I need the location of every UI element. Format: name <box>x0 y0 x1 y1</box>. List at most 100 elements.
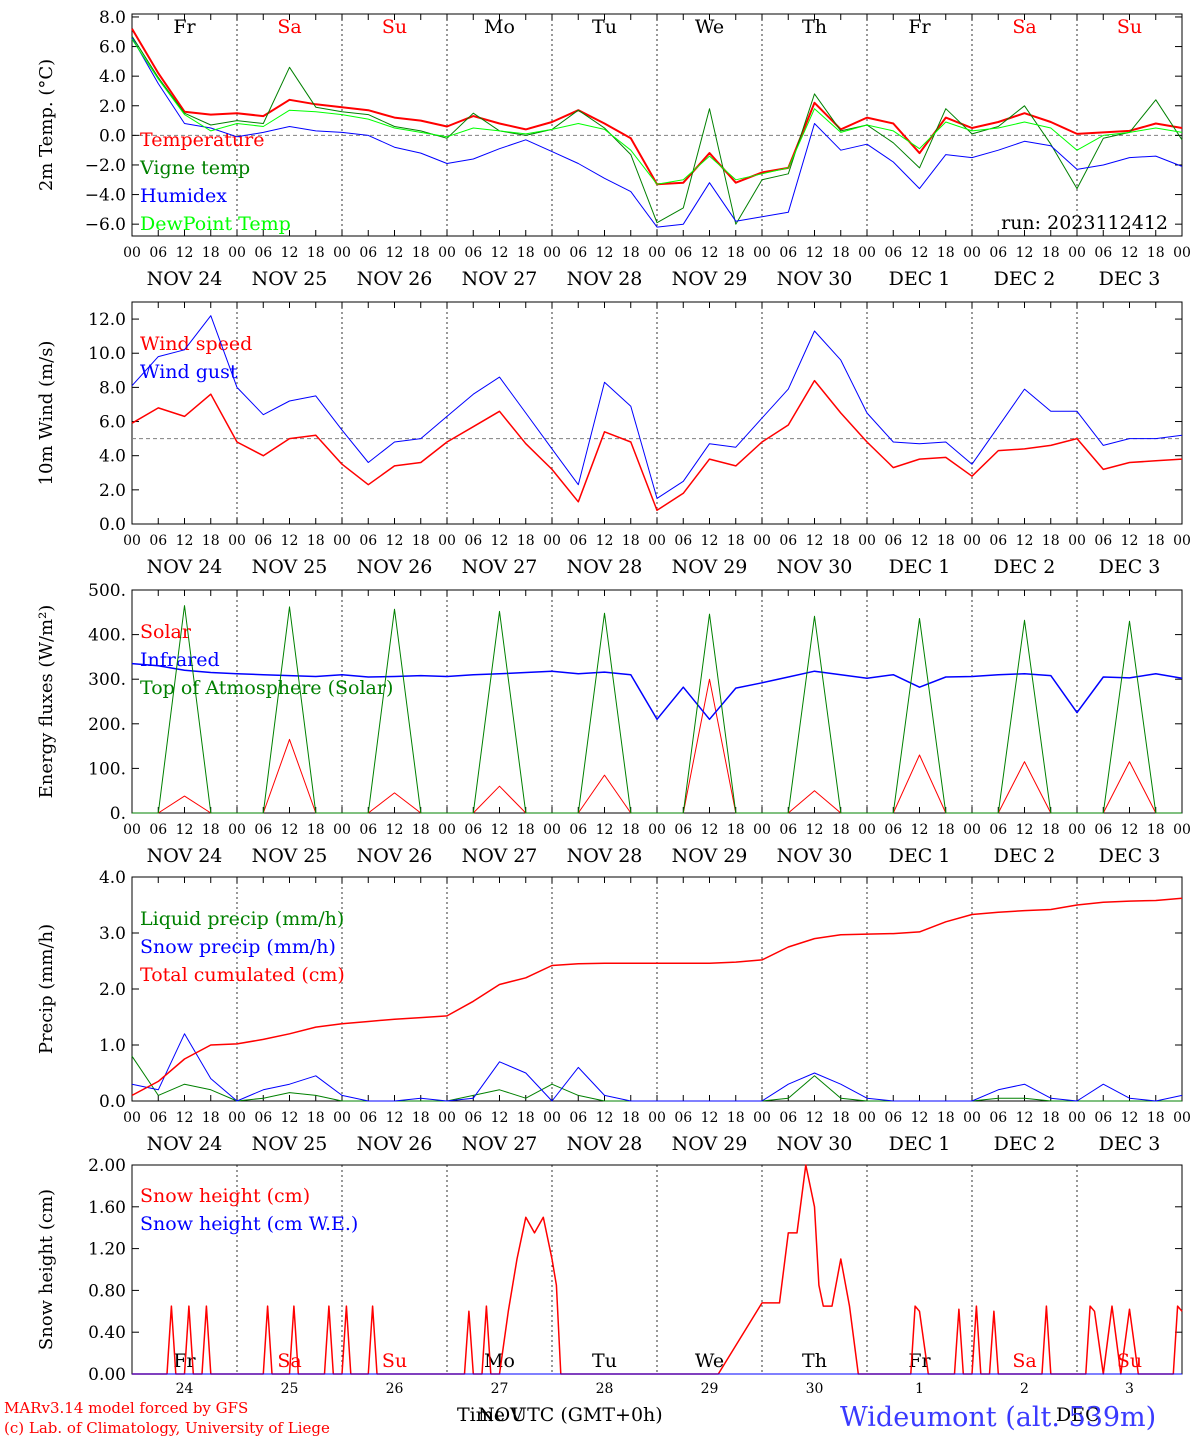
x-axis-month-dec: DEC <box>1056 1404 1100 1426</box>
y-tick-label: 4.0 <box>99 67 126 87</box>
hour-tick-label: 12 <box>176 1110 194 1126</box>
hour-tick-label: 12 <box>386 822 404 838</box>
hour-tick-label: 18 <box>202 1110 220 1126</box>
run-label: run: 2023112412 <box>1001 212 1168 234</box>
hour-tick-label: 06 <box>254 533 272 549</box>
date-label: NOV 29 <box>672 845 748 867</box>
date-label: DEC 1 <box>889 1133 951 1155</box>
hour-tick-label: 18 <box>832 533 850 549</box>
panel-5: 2.00 1.60 1.20 0.80 0.40 0.00 Snow height (cm)… <box>36 1156 1183 1397</box>
hour-tick-label: 06 <box>464 533 482 549</box>
y-tick-label: 3.0 <box>99 924 126 944</box>
legend-entry: Infrared <box>140 649 220 671</box>
hour-tick-label: 12 <box>1121 822 1139 838</box>
legend-entry: Total cumulated (cm) <box>140 964 345 986</box>
date-label: NOV 26 <box>357 556 433 578</box>
hour-tick-label: 00 <box>1068 822 1086 838</box>
y-axis-label: Snow height (cm) <box>36 1189 57 1350</box>
hour-tick-label: 18 <box>517 245 535 261</box>
hour-tick-label: 00 <box>123 533 141 549</box>
hour-tick-label: 18 <box>202 245 220 261</box>
hour-tick-label: 18 <box>937 1110 955 1126</box>
date-label: NOV 26 <box>357 845 433 867</box>
hour-tick-label: 00 <box>753 1110 771 1126</box>
date-label: DEC 3 <box>1099 845 1161 867</box>
hour-tick-label: 06 <box>149 533 167 549</box>
weekday-label: Th <box>802 16 827 38</box>
hour-tick-label: 06 <box>569 533 587 549</box>
hour-tick-label: 00 <box>1173 1110 1191 1126</box>
hour-tick-label: 06 <box>359 533 377 549</box>
hour-tick-label: 18 <box>937 822 955 838</box>
legend-entry: Temperature <box>140 129 264 151</box>
date-label: NOV 29 <box>672 556 748 578</box>
y-tick-label: 6.0 <box>99 413 126 433</box>
hour-tick-label: 18 <box>412 1110 430 1126</box>
station-name: Wideumont (alt. 539m) <box>840 1402 1157 1433</box>
date-label: DEC 2 <box>994 268 1056 290</box>
hour-tick-label: 12 <box>806 533 824 549</box>
hour-tick-label: 06 <box>989 822 1007 838</box>
series-line-3 <box>131 897 1183 1097</box>
y-tick-label: 2.0 <box>99 980 126 1000</box>
hour-tick-label: 00 <box>543 533 561 549</box>
hour-tick-label: 12 <box>806 1110 824 1126</box>
panel-1: 8.0 6.0 4.0 2.0 0.0 −2.0 −4.0 −6.0 2m Temp. (°C)… <box>36 8 1191 290</box>
hour-tick-label: 12 <box>701 245 719 261</box>
hour-tick-label: 00 <box>543 822 561 838</box>
hour-tick-label: 12 <box>281 1110 299 1126</box>
hour-tick-label: 12 <box>596 1110 614 1126</box>
date-label: DEC 1 <box>889 845 951 867</box>
hour-tick-label: 12 <box>176 245 194 261</box>
series-line-3 <box>132 605 1182 814</box>
hour-tick-label: 18 <box>1042 1110 1060 1126</box>
date-label: NOV 25 <box>252 1133 328 1155</box>
weekday-label: Sa <box>277 1350 301 1372</box>
panel-4: 4.0 3.0 2.0 1.0 0.0 Precip (mm/h) 00 06 12 18 NOV … <box>36 868 1191 1155</box>
hour-tick-label: 00 <box>963 822 981 838</box>
hour-tick-label: 12 <box>1016 245 1034 261</box>
hour-tick-label: 00 <box>648 822 666 838</box>
hour-tick-label: 00 <box>543 245 561 261</box>
hour-tick-label: 06 <box>464 822 482 838</box>
x-axis-month-nov: NOV <box>478 1404 524 1426</box>
hour-tick-label: 18 <box>832 822 850 838</box>
y-axis-label: Precip (mm/h) <box>36 924 57 1054</box>
hour-tick-label: 06 <box>989 533 1007 549</box>
hour-tick-label: 00 <box>1068 1110 1086 1126</box>
model-credit-line-2: (c) Lab. of Climatology, University of L… <box>4 1419 330 1437</box>
hour-tick-label: 06 <box>1094 245 1112 261</box>
hour-tick-label: 12 <box>701 533 719 549</box>
hour-tick-label: 12 <box>1121 533 1139 549</box>
date-label: NOV 30 <box>777 556 853 578</box>
y-tick-label: −4.0 <box>85 186 126 206</box>
hour-tick-label: 00 <box>228 533 246 549</box>
day-number-label: 27 <box>491 1381 509 1397</box>
weekday-label: Tu <box>592 16 617 38</box>
date-label: NOV 24 <box>147 1133 223 1155</box>
hour-tick-label: 12 <box>911 245 929 261</box>
panel-3: 500. 400. 300. 200. 100. 0. Energy fluxes (W/m… <box>36 581 1191 867</box>
date-label: DEC 1 <box>889 556 951 578</box>
y-tick-label: 6.0 <box>99 38 126 58</box>
hour-tick-label: 12 <box>911 822 929 838</box>
y-tick-label: 10.0 <box>88 344 126 364</box>
hour-tick-label: 06 <box>1094 1110 1112 1126</box>
date-label: NOV 24 <box>147 268 223 290</box>
weekday-label: Su <box>1117 16 1142 38</box>
hour-tick-label: 00 <box>858 822 876 838</box>
day-number-label: 1 <box>915 1381 924 1397</box>
hour-tick-label: 00 <box>858 245 876 261</box>
date-label: NOV 27 <box>462 556 538 578</box>
series-line-2 <box>131 1033 1183 1102</box>
hour-tick-label: 18 <box>1042 533 1060 549</box>
hour-tick-label: 00 <box>1068 245 1086 261</box>
date-label: NOV 24 <box>147 556 223 578</box>
y-tick-label: 0.0 <box>99 515 126 535</box>
y-tick-label: 12.0 <box>88 310 126 330</box>
date-label: NOV 25 <box>252 268 328 290</box>
hour-tick-label: 12 <box>386 533 404 549</box>
series-line-4 <box>131 38 1183 185</box>
hour-tick-label: 06 <box>1094 822 1112 838</box>
hour-tick-label: 06 <box>779 533 797 549</box>
